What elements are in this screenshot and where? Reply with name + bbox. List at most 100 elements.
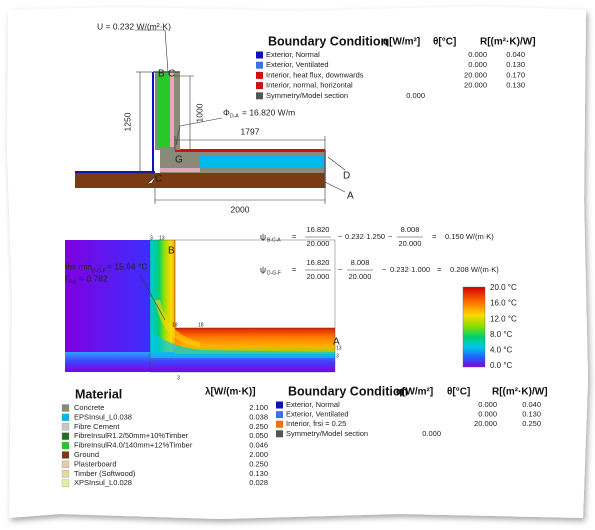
section-drawing xyxy=(75,29,346,204)
material-name: Plasterboard xyxy=(74,459,117,468)
column-header: λ[W/(m·K)] xyxy=(205,387,256,398)
material-swatch xyxy=(61,460,70,469)
wall-insulation xyxy=(158,72,170,147)
formula-term: − xyxy=(388,232,393,241)
formula-term: = xyxy=(292,232,297,241)
color-scale xyxy=(462,286,486,368)
theta-value: 0.000 xyxy=(468,50,487,59)
scale-label: 4.0 °C xyxy=(490,346,513,355)
material-name: Concrete xyxy=(74,403,104,412)
r-value: 0.170 xyxy=(506,70,525,79)
row-label: Interior, frsi = 0.25 xyxy=(286,419,346,428)
theta-value: 0.000 xyxy=(468,60,487,69)
psi-subscript: B-C-A xyxy=(267,237,281,243)
color-swatch xyxy=(276,420,283,428)
r-value: 0.130 xyxy=(506,81,525,90)
q-value: 0.000 xyxy=(406,91,425,100)
row-label: Interior, heat flux, downwards xyxy=(266,70,364,79)
scale-label: 0.0 °C xyxy=(490,361,513,370)
point-label: A xyxy=(333,337,340,348)
table-title: Boundary Condition xyxy=(288,384,408,398)
row-label: Exterior, Ventilated xyxy=(266,60,329,69)
dimension-label: 1797 xyxy=(241,126,260,136)
lambda-value: 0.028 xyxy=(249,478,268,487)
lambda-value: 2.000 xyxy=(249,450,268,459)
theta-min-label: θsi min xyxy=(65,261,92,271)
ground xyxy=(75,173,325,188)
r-value: 0.130 xyxy=(522,410,541,419)
formula-term: 0.208 W/(m·K) xyxy=(450,265,499,274)
node-label: 18 xyxy=(172,322,178,328)
exterior-region xyxy=(65,240,153,355)
point-label: B xyxy=(158,69,165,80)
row-label: Exterior, Normal xyxy=(286,400,340,409)
interior-edge xyxy=(175,149,325,152)
material-swatch xyxy=(61,451,70,459)
color-swatch xyxy=(276,411,283,419)
formula-term: = xyxy=(432,232,437,241)
scale-label: 20.0 °C xyxy=(490,283,517,292)
formula-term: 16.820 xyxy=(307,258,330,267)
color-swatch xyxy=(256,61,263,69)
material-name: Timber (Softwood) xyxy=(74,469,136,478)
column-header: q[W/m²] xyxy=(383,37,420,48)
theta-value: 0.000 xyxy=(478,400,497,409)
formula-term: − xyxy=(338,232,343,241)
lambda-value: 0.250 xyxy=(249,422,268,431)
lambda-value: 0.046 xyxy=(249,441,268,450)
material-swatch xyxy=(61,479,70,487)
formula-term: 0.232·1.000 xyxy=(390,265,430,274)
column-header: q[W/m²] xyxy=(396,387,433,398)
point-label: G xyxy=(175,155,183,166)
r-value: 0.130 xyxy=(506,60,525,69)
material-name: XPSInsul_L0.028 xyxy=(74,478,132,487)
point-label: A xyxy=(347,191,354,202)
table-title: Material xyxy=(75,387,122,401)
formula-term: − xyxy=(382,265,387,274)
material-name: EPSInsul_L0.038 xyxy=(74,412,132,421)
scale-label: 8.0 °C xyxy=(490,330,513,339)
column-header: θ[°C] xyxy=(447,387,470,398)
lambda-value: 0.038 xyxy=(249,412,268,421)
row-label: Exterior, Normal xyxy=(266,50,320,59)
formula-term: 20.000 xyxy=(307,272,330,281)
slab-insulation xyxy=(200,155,325,167)
formula-term: 20.000 xyxy=(349,272,372,281)
color-swatch xyxy=(276,430,283,438)
material-swatch xyxy=(61,432,70,440)
q-value: 0.000 xyxy=(422,429,441,438)
node-label: 3 xyxy=(177,375,180,381)
leader-line xyxy=(139,274,166,321)
formula-term: 20.000 xyxy=(399,239,422,248)
slab-field xyxy=(175,328,335,354)
theta-value: 0.000 xyxy=(478,410,497,419)
table-title: Boundary Condition xyxy=(268,34,388,48)
point-label: D xyxy=(343,171,350,182)
leader-line xyxy=(175,117,223,146)
r-value: 0.040 xyxy=(522,400,541,409)
color-swatch xyxy=(256,51,263,59)
material-swatch xyxy=(61,423,70,431)
scale-label: 12.0 °C xyxy=(490,314,517,323)
r-value: 0.250 xyxy=(522,419,541,428)
theta-min-sub: D-G-F xyxy=(92,268,106,274)
color-swatch xyxy=(256,92,263,100)
formula-term: 0.232·1.250 xyxy=(345,232,385,241)
node-label: 13 xyxy=(336,345,342,351)
row-label: Interior, normal, horizontal xyxy=(266,81,353,90)
u-value-label: U = 0.232 W/(m²·K) xyxy=(97,21,171,31)
dimension-label: 1000 xyxy=(194,103,204,122)
point-label: B xyxy=(168,246,175,257)
formula-term: − xyxy=(338,265,343,274)
theta-min-value: = 15.64 °C xyxy=(107,261,148,271)
point-label: C xyxy=(155,174,162,185)
column-header: R[(m²·K)/W] xyxy=(480,37,536,48)
dimension-label: 1250 xyxy=(122,112,132,131)
flux-label: = 16.820 W/m xyxy=(242,107,295,117)
dimension-label: 2000 xyxy=(231,204,250,214)
formula-term: 16.820 xyxy=(307,225,330,234)
material-name: FibreInsulR4.0/140mm+12%Timber xyxy=(74,441,193,450)
row-label: Symmetry/Model section xyxy=(266,91,348,100)
material-name: Ground xyxy=(74,450,99,459)
